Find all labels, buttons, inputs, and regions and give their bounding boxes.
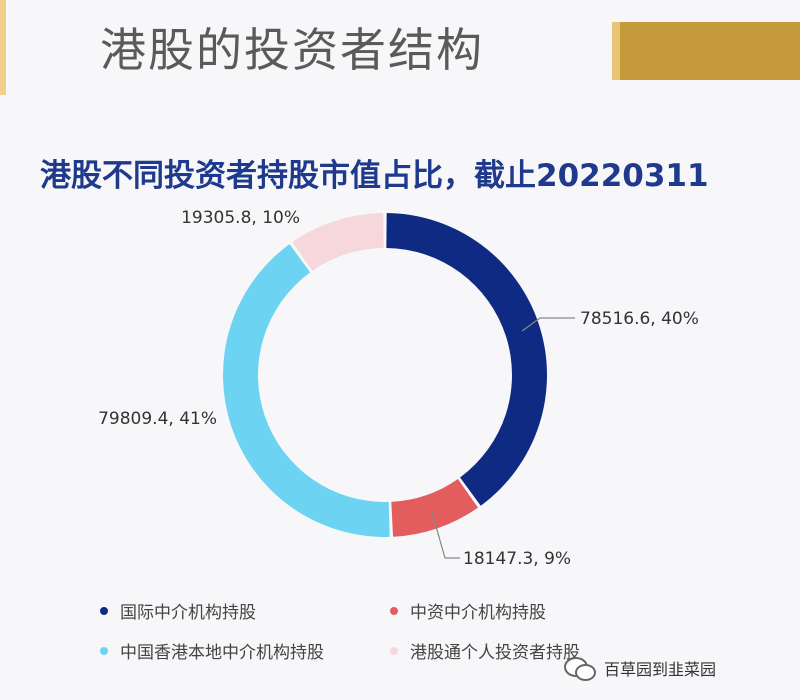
wechat-icon <box>562 655 596 681</box>
slide-title: 港股的投资者结构 <box>100 23 484 77</box>
watermark-text: 百草园到韭菜园 <box>604 660 717 679</box>
legend-swatch <box>100 646 108 655</box>
legend-item-hk-local: 中国香港本地中介机构持股 <box>100 638 324 663</box>
legend-label: 中国香港本地中介机构持股 <box>120 643 324 663</box>
legend-item-international: 国际中介机构持股 <box>100 598 256 623</box>
donut-slice <box>386 213 547 506</box>
donut-slice <box>223 244 390 537</box>
donut-slice <box>292 213 384 271</box>
legend-item-chinese: 中资中介机构持股 <box>390 598 546 623</box>
legend-swatch <box>390 606 398 615</box>
data-label: 19305.8, 10% <box>181 208 300 228</box>
data-label: 18147.3, 9% <box>463 549 571 569</box>
legend-swatch <box>100 606 108 615</box>
leader-line <box>431 511 460 559</box>
chart-title: 港股不同投资者持股市值占比，截止20220311 <box>40 158 709 194</box>
data-label: 78516.6, 40% <box>580 309 699 329</box>
donut-slice <box>391 479 478 537</box>
legend-item-southbound: 港股通个人投资者持股 <box>390 638 580 663</box>
left-accent-strip <box>0 0 6 95</box>
data-label: 79809.4, 41% <box>98 409 217 429</box>
legend-label: 国际中介机构持股 <box>120 603 256 623</box>
watermark: 百草园到韭菜园 <box>562 648 800 688</box>
header-accent-bar <box>612 22 800 80</box>
legend-swatch <box>390 646 398 655</box>
legend-label: 港股通个人投资者持股 <box>410 643 580 663</box>
legend-label: 中资中介机构持股 <box>410 603 546 623</box>
leader-line <box>521 317 575 332</box>
donut-chart: 78516.6, 40% 18147.3, 9% 79809.4, 41% 19305… <box>98 208 699 569</box>
